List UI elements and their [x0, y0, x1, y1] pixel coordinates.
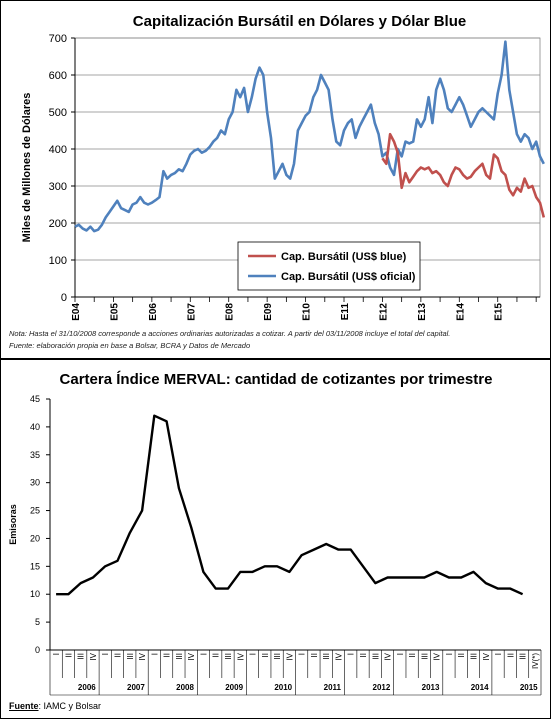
- y-tick-label: 25: [30, 506, 40, 516]
- x-tick-label: E13: [417, 303, 428, 321]
- x-tick-label: III: [175, 653, 184, 660]
- x-tick-label: II: [408, 653, 417, 657]
- x-year-label: 2009: [225, 683, 243, 692]
- x-tick-label: IV: [334, 652, 343, 660]
- x-year-label: 2007: [127, 683, 145, 692]
- x-year-label: 2008: [176, 683, 194, 692]
- y-tick-label: 500: [49, 107, 67, 119]
- x-tick-label: II: [163, 653, 172, 657]
- x-tick-label: I: [52, 653, 61, 655]
- x-tick-label: I: [298, 653, 307, 655]
- y-tick-label: 0: [61, 292, 67, 304]
- y-tick-label: 30: [30, 478, 40, 488]
- y-tick-label: 10: [30, 589, 40, 599]
- y-tick-label: 600: [49, 70, 67, 82]
- x-tick-label: E06: [148, 303, 159, 321]
- x-tick-label: III: [322, 653, 331, 660]
- y-tick-label: 45: [30, 394, 40, 404]
- x-tick-label: III: [224, 653, 233, 660]
- x-tick-label: III: [77, 653, 86, 660]
- x-tick-label: I: [150, 653, 159, 655]
- x-tick-label: I: [249, 653, 258, 655]
- y-axis-label: Emisoras: [8, 504, 18, 545]
- y-tick-label: 20: [30, 533, 40, 543]
- x-tick-label: E08: [225, 303, 236, 321]
- y-tick-label: 35: [30, 450, 40, 460]
- x-tick-label: E07: [186, 303, 197, 321]
- x-tick-label: I: [494, 653, 503, 655]
- x-tick-label: IV: [482, 652, 491, 660]
- series-line: [56, 414, 524, 596]
- x-tick-label: E04: [71, 303, 82, 321]
- x-tick-label: I: [101, 653, 110, 655]
- x-tick-label: II: [310, 653, 319, 657]
- x-tick-label: E11: [340, 303, 351, 321]
- footer-source-text: : IAMC y Bolsar: [38, 701, 102, 711]
- x-tick-label: IV: [433, 652, 442, 660]
- y-tick-label: 15: [30, 561, 40, 571]
- chart-source-note: Fuente: elaboración propia en base a Bol…: [9, 341, 251, 350]
- panel-divider: [0, 358, 551, 360]
- x-tick-label: II: [212, 653, 221, 657]
- x-tick-label: II: [359, 653, 368, 657]
- legend-label: Cap. Bursátil (US$ blue): [281, 251, 407, 263]
- series-line: [381, 132, 546, 218]
- y-tick-label: 300: [49, 181, 67, 193]
- x-tick-label: III: [420, 653, 429, 660]
- x-tick-label: II: [64, 653, 73, 657]
- x-year-label: 2013: [422, 683, 440, 692]
- x-tick-label: IV(*): [531, 653, 540, 669]
- chart-title: Capitalización Bursátil en Dólares y Dól…: [133, 13, 466, 30]
- footer-source: Fuente: IAMC y Bolsar: [9, 701, 101, 711]
- x-tick-label: IV: [187, 652, 196, 660]
- y-tick-label: 0: [35, 645, 40, 655]
- x-year-label: 2010: [274, 683, 292, 692]
- footer-source-label: Fuente: [9, 701, 39, 711]
- y-tick-label: 700: [49, 33, 67, 45]
- x-tick-label: II: [506, 653, 515, 657]
- x-tick-label: II: [261, 653, 270, 657]
- x-tick-label: IV: [89, 652, 98, 660]
- x-tick-label: I: [199, 653, 208, 655]
- x-tick-label: E09: [263, 303, 274, 321]
- chart-title: Cartera Índice MERVAL: cantidad de cotiz…: [60, 371, 493, 388]
- x-tick-label: III: [469, 653, 478, 660]
- x-tick-label: III: [371, 653, 380, 660]
- legend-label: Cap. Bursátil (US$ oficial): [281, 271, 416, 283]
- x-tick-label: IV: [138, 652, 147, 660]
- x-tick-label: IV: [236, 652, 245, 660]
- x-tick-label: I: [347, 653, 356, 655]
- x-tick-label: E14: [455, 303, 466, 321]
- x-tick-label: III: [126, 653, 135, 660]
- y-axis-label: Miles de Millones de Dólares: [21, 93, 33, 243]
- x-tick-label: III: [519, 653, 528, 660]
- x-tick-label: I: [396, 653, 405, 655]
- x-tick-label: III: [273, 653, 282, 660]
- x-year-label: 2012: [373, 683, 391, 692]
- x-year-label: 2014: [471, 683, 489, 692]
- series-line: [74, 40, 545, 233]
- x-year-label: 2011: [324, 683, 342, 692]
- x-tick-label: E10: [302, 303, 313, 321]
- x-tick-label: E05: [109, 303, 120, 321]
- x-tick-label: E15: [494, 303, 505, 321]
- y-tick-label: 100: [49, 255, 67, 267]
- y-tick-label: 200: [49, 218, 67, 230]
- x-tick-label: II: [457, 653, 466, 657]
- x-year-label: 2015: [520, 683, 538, 692]
- y-tick-label: 400: [49, 144, 67, 156]
- x-year-label: 2006: [78, 683, 96, 692]
- market-cap-chart: Capitalización Bursátil en Dólares y Dól…: [21, 13, 546, 321]
- legend: [237, 241, 421, 291]
- y-tick-label: 40: [30, 422, 40, 432]
- x-tick-label: E12: [378, 303, 389, 321]
- y-tick-label: 5: [35, 617, 40, 627]
- x-tick-label: IV: [384, 652, 393, 660]
- x-tick-label: I: [445, 653, 454, 655]
- x-tick-label: II: [114, 653, 123, 657]
- x-tick-label: IV: [285, 652, 294, 660]
- chart-note: Nota: Hasta el 31/10/2008 corresponde a …: [9, 329, 451, 338]
